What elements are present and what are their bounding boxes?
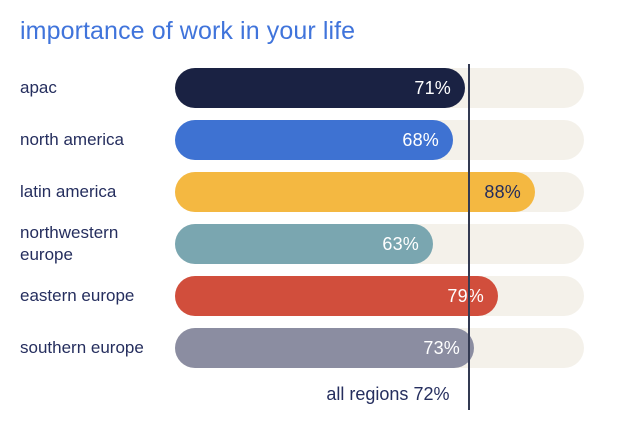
value-label: 68% bbox=[402, 129, 439, 150]
bar: 88% bbox=[175, 172, 535, 212]
bar: 68% bbox=[175, 120, 453, 160]
bar: 73% bbox=[175, 328, 474, 368]
value-label: 79% bbox=[447, 285, 484, 306]
reference-line bbox=[468, 64, 471, 410]
category-label: northwestern europe bbox=[20, 223, 119, 264]
category-label: latin america bbox=[20, 182, 117, 201]
bar: 71% bbox=[175, 68, 465, 108]
reference-line-label: all regions 72% bbox=[326, 384, 450, 404]
bar-row: 73% southern europe bbox=[0, 328, 640, 368]
category-label: apac bbox=[20, 78, 57, 97]
bar-row: 88% latin america bbox=[0, 172, 640, 212]
value-label: 88% bbox=[484, 181, 521, 202]
category-label: eastern europe bbox=[20, 286, 135, 305]
bar-row: 63% northwestern europe bbox=[0, 223, 640, 264]
bar: 79% bbox=[175, 276, 498, 316]
bar-row: 71% apac bbox=[0, 68, 640, 108]
bar-row: 79% eastern europe bbox=[0, 276, 640, 316]
chart-title: importance of work in your life bbox=[20, 17, 356, 45]
value-label: 71% bbox=[414, 77, 451, 98]
category-label: north america bbox=[20, 130, 124, 149]
bar: 63% bbox=[175, 224, 433, 264]
category-label: southern europe bbox=[20, 338, 144, 357]
value-label: 63% bbox=[382, 233, 419, 254]
bar-row: 68% north america bbox=[0, 120, 640, 160]
value-label: 73% bbox=[423, 337, 460, 358]
